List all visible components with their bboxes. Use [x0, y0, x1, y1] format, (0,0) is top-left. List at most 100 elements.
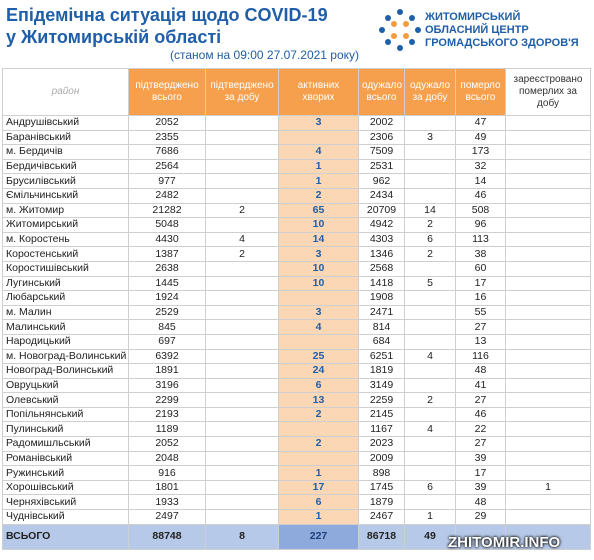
cell: 1418 [358, 275, 405, 292]
cell [205, 377, 279, 394]
cell: 2002 [358, 115, 405, 131]
cell: Лугинський [2, 275, 129, 292]
cell [505, 260, 591, 277]
cell: 962 [358, 173, 405, 189]
cell: 17 [455, 465, 506, 481]
cell: 1 [404, 509, 456, 525]
cell: Ємільчинський [2, 187, 129, 204]
cell [404, 290, 456, 306]
cell: м. Бердичів [2, 144, 129, 160]
cell: 4430 [128, 231, 206, 248]
cell: 2193 [128, 406, 206, 423]
cell: Романівський [2, 450, 129, 467]
cell: 7686 [128, 144, 206, 160]
cell: 2467 [358, 509, 405, 525]
table-row: Малинський 845 4 814 27 [2, 319, 591, 335]
cell: 14 [455, 173, 506, 189]
cell: Баранівський [2, 129, 129, 146]
cell [205, 275, 279, 292]
cell: 2531 [358, 158, 405, 175]
cell: 4 [278, 319, 359, 335]
cell: м. Новоград-Волинський [2, 348, 129, 365]
cell: 3 [278, 304, 359, 321]
column-header: підтверджено за добу [205, 68, 279, 116]
cell [205, 290, 279, 306]
cell [404, 450, 456, 467]
cell [205, 319, 279, 335]
cell: ВСЬОГО [2, 523, 129, 550]
cell: 48 [455, 363, 506, 379]
cell: 2 [404, 392, 456, 408]
cell: 508 [455, 202, 506, 219]
table-row: Андрушівський 2052 3 2002 47 [2, 115, 591, 131]
org-line: ОБЛАСНИЙ ЦЕНТР [425, 24, 529, 36]
table-row: Черняхівський 1933 6 1879 48 [2, 494, 591, 511]
cell: 86718 [358, 523, 405, 550]
table-row: Радомишльський 2052 2 2023 27 [2, 436, 591, 452]
cell: 2145 [358, 406, 405, 423]
table-row: м. Малин 2529 3 2471 55 [2, 304, 591, 321]
cell: 10 [278, 217, 359, 233]
cell: 3 [404, 129, 456, 146]
cell: 2 [278, 436, 359, 452]
cell: 2052 [128, 115, 206, 131]
cell [404, 436, 456, 452]
cell: 2299 [128, 392, 206, 408]
cell: 1 [505, 479, 591, 496]
cell [505, 333, 591, 350]
cell [205, 304, 279, 321]
cell [505, 187, 591, 204]
cell: Новоград-Волинський [2, 363, 129, 379]
cell: Хорошівський [2, 479, 129, 496]
cell [205, 348, 279, 365]
cell: 2638 [128, 260, 206, 277]
cell: 6 [404, 479, 456, 496]
table-row: Овруцький 3196 6 3149 41 [2, 377, 591, 394]
column-header: підтверджено всього [128, 68, 206, 116]
cell [404, 173, 456, 189]
cell [505, 465, 591, 481]
watermark: ZHITOMIR.INFO [448, 534, 561, 551]
cell [505, 406, 591, 423]
cell [205, 436, 279, 452]
cell: 898 [358, 465, 405, 481]
cell: 1745 [358, 479, 405, 496]
cell: 2048 [128, 450, 206, 467]
cell: 16 [455, 290, 506, 306]
cell: 2 [278, 187, 359, 204]
cell: 1 [278, 509, 359, 525]
cell: 38 [455, 246, 506, 262]
cell [404, 465, 456, 481]
cell: 24 [278, 363, 359, 379]
cell: 697 [128, 333, 206, 350]
cell: 27 [455, 319, 506, 335]
cell: 1189 [128, 421, 206, 438]
cell: 2482 [128, 187, 206, 204]
cell [505, 290, 591, 306]
cell: 2259 [358, 392, 405, 408]
org-line: ГРОМАДСЬКОГО ЗДОРОВ'Я [425, 37, 579, 49]
cell [505, 348, 591, 365]
table-row: м. Новоград-Волинський 6392 25 6251 4 116 [2, 348, 591, 365]
column-header: одужало за добу [404, 68, 456, 116]
cell: 1346 [358, 246, 405, 262]
table-row: Хорошівський 1801 17 1745 6 39 1 [2, 479, 591, 496]
cell: 27 [455, 392, 506, 408]
table-row: Житомирський 5048 10 4942 2 96 [2, 217, 591, 233]
cell: Коростишівський [2, 260, 129, 277]
cell: 2052 [128, 436, 206, 452]
cell: 2355 [128, 129, 206, 146]
cell [404, 494, 456, 511]
cell: 20709 [358, 202, 405, 219]
cell: 47 [455, 115, 506, 131]
table-row: Баранівський 2355 2306 3 49 [2, 129, 591, 146]
cell: 6 [278, 494, 359, 511]
cell [205, 494, 279, 511]
table-row: Брусилівський 977 1 962 14 [2, 173, 591, 189]
cell [205, 187, 279, 204]
cell [278, 129, 359, 146]
cell: 27 [455, 436, 506, 452]
cell: 49 [404, 523, 456, 550]
cell: 41 [455, 377, 506, 394]
cell [505, 129, 591, 146]
